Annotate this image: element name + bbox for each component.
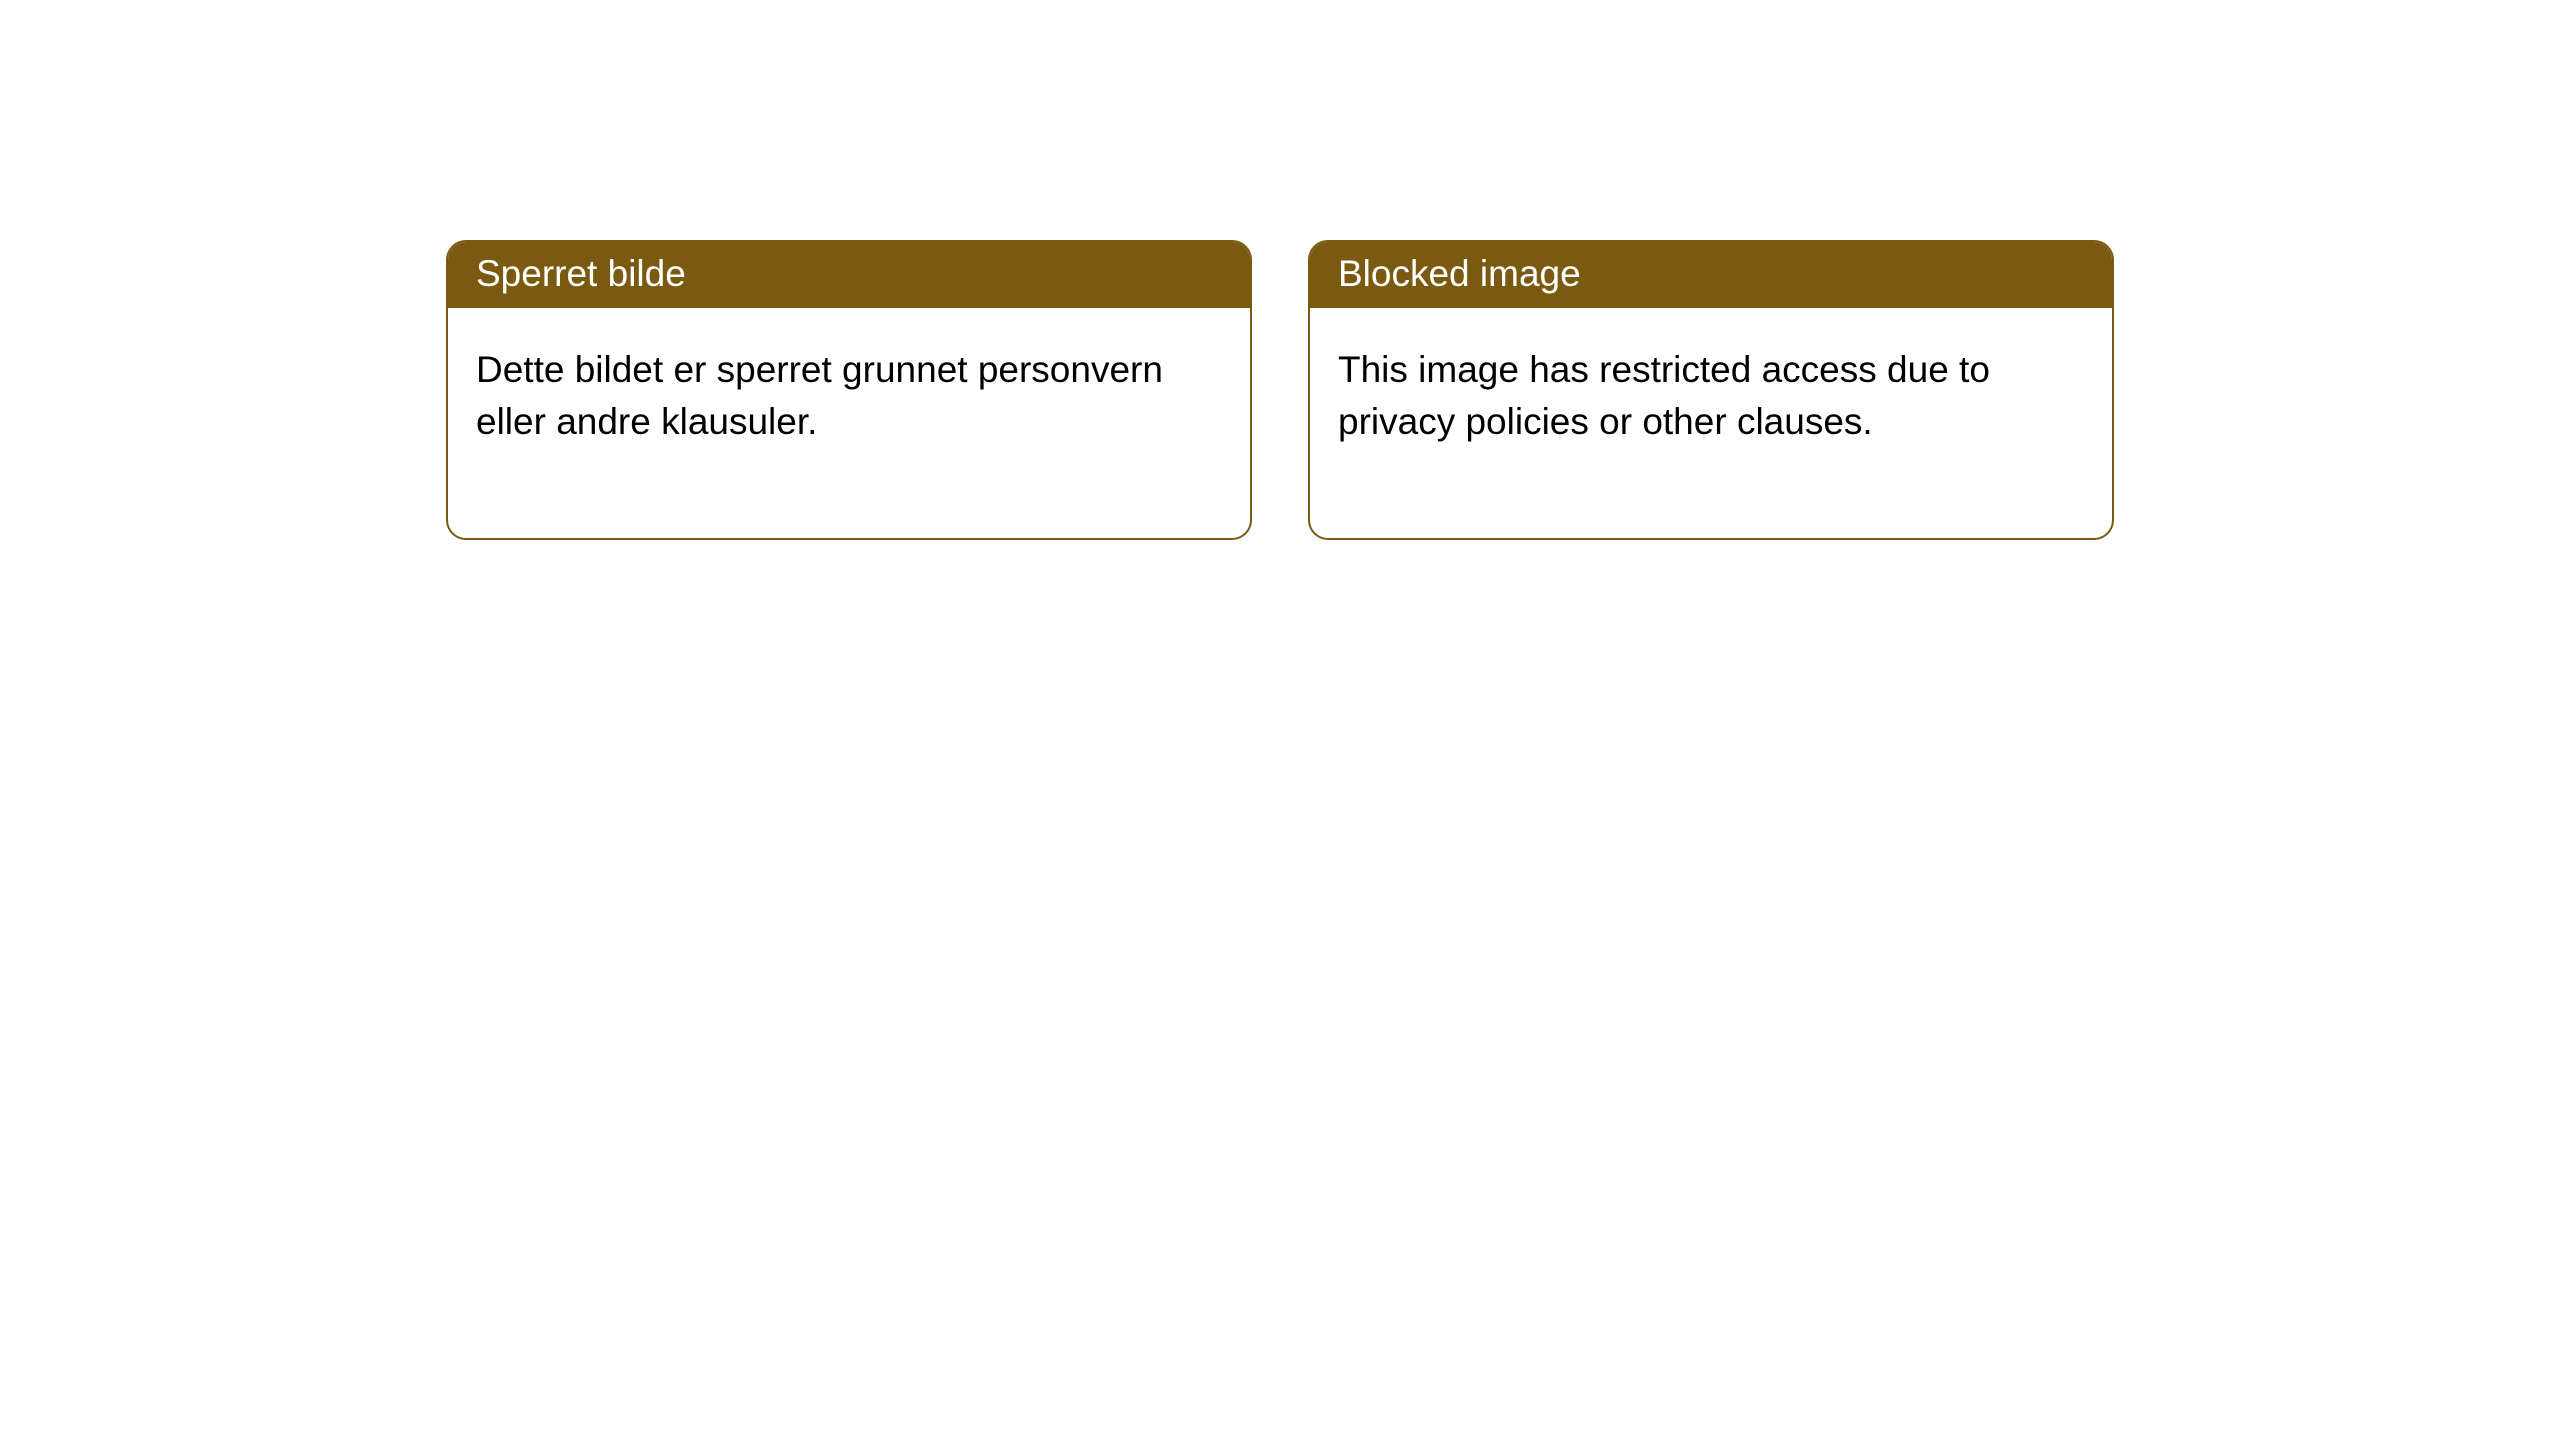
notice-header-no: Sperret bilde: [448, 242, 1250, 308]
notice-body-en: This image has restricted access due to …: [1310, 308, 2112, 538]
notice-header-en: Blocked image: [1310, 242, 2112, 308]
notice-container: Sperret bilde Dette bildet er sperret gr…: [0, 0, 2560, 540]
notice-card-en: Blocked image This image has restricted …: [1308, 240, 2114, 540]
notice-card-no: Sperret bilde Dette bildet er sperret gr…: [446, 240, 1252, 540]
notice-body-no: Dette bildet er sperret grunnet personve…: [448, 308, 1250, 538]
